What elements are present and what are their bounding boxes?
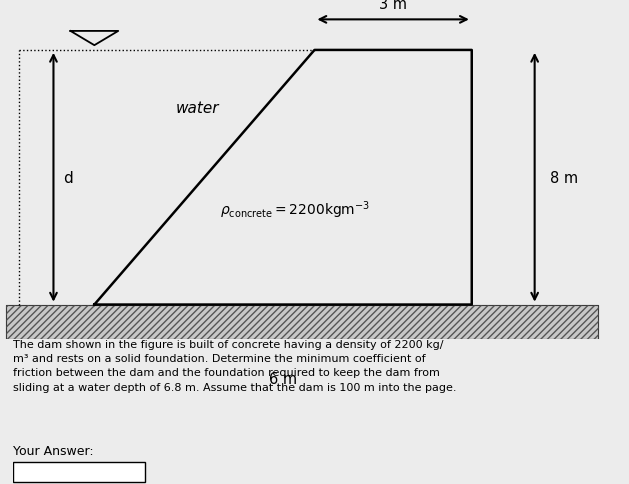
Text: $\rho_{\mathrm{concrete}}= 2200\mathrm{kgm}^{-3}$: $\rho_{\mathrm{concrete}}= 2200\mathrm{k… [220, 199, 370, 221]
Text: water: water [176, 101, 220, 116]
Text: The dam shown in the figure is built of concrete having a density of 2200 kg/
m³: The dam shown in the figure is built of … [13, 339, 456, 392]
Text: d: d [63, 170, 73, 185]
Text: 8 m: 8 m [550, 170, 579, 185]
Text: 6 m: 6 m [269, 371, 297, 386]
Text: 3 m: 3 m [379, 0, 407, 12]
FancyBboxPatch shape [13, 462, 145, 482]
Polygon shape [6, 305, 598, 339]
Text: Your Answer:: Your Answer: [13, 444, 93, 457]
